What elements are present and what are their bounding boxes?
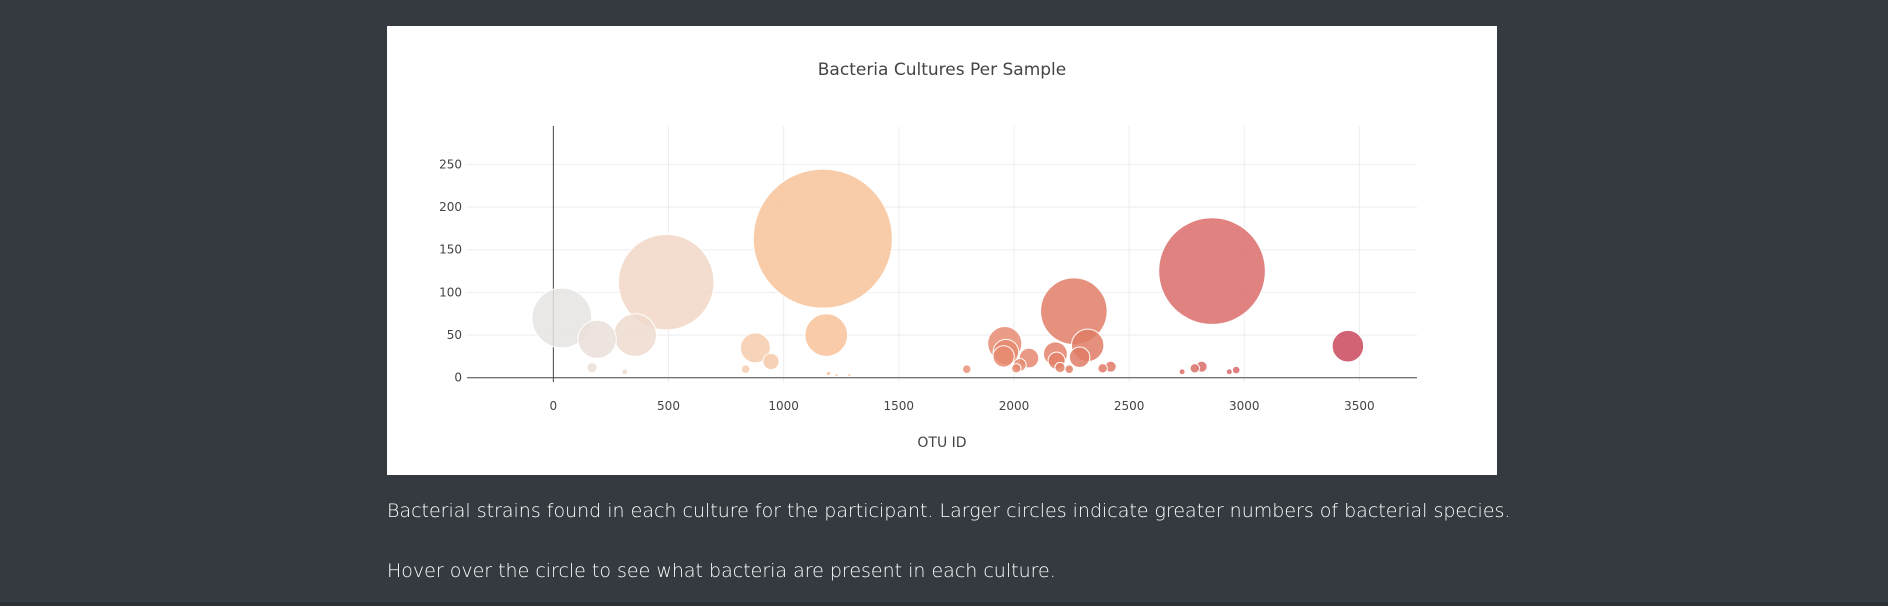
x-tick-label: 2500 bbox=[1114, 399, 1145, 413]
bubble-point[interactable] bbox=[1064, 364, 1075, 374]
bubble-point[interactable] bbox=[752, 168, 893, 309]
bubble-point[interactable] bbox=[834, 373, 839, 378]
chart-description: Bacterial strains found in each culture … bbox=[387, 500, 1511, 522]
bubble-point[interactable] bbox=[613, 313, 657, 357]
bottom-edge bbox=[0, 602, 1888, 606]
x-tick-label: 3500 bbox=[1344, 399, 1375, 413]
bubble-point[interactable] bbox=[762, 352, 780, 371]
bubble-point[interactable] bbox=[1068, 346, 1091, 368]
hover-instructions: Hover over the circle to see what bacter… bbox=[387, 560, 1056, 582]
x-tick-label: 3000 bbox=[1229, 399, 1260, 413]
y-tick-label: 200 bbox=[439, 200, 462, 214]
bubble-point[interactable] bbox=[847, 373, 852, 378]
x-tick-label: 0 bbox=[550, 399, 558, 413]
bubble-point[interactable] bbox=[617, 233, 715, 331]
y-tick-label: 50 bbox=[447, 328, 462, 342]
y-tick-label: 100 bbox=[439, 285, 462, 299]
bubble-series[interactable] bbox=[531, 168, 1365, 378]
bubble-point[interactable] bbox=[1011, 363, 1022, 374]
bubble-point[interactable] bbox=[1331, 329, 1365, 363]
bubble-point[interactable] bbox=[1158, 217, 1266, 325]
x-tick-label: 500 bbox=[657, 399, 680, 413]
bubble-point[interactable] bbox=[825, 370, 832, 377]
bubble-point[interactable] bbox=[1178, 368, 1186, 376]
x-tick-label: 1500 bbox=[884, 399, 915, 413]
chart-container: 0 500 1000 1500 2000 2500 3000 3500 0 50 100 150 200… bbox=[387, 26, 1497, 475]
bubble-point[interactable] bbox=[621, 368, 629, 376]
bubble-point[interactable] bbox=[1189, 363, 1200, 374]
y-tick-label: 150 bbox=[439, 243, 462, 257]
bubble-point[interactable] bbox=[586, 361, 598, 374]
bubble-point[interactable] bbox=[804, 313, 849, 357]
tick-labels: 0 500 1000 1500 2000 2500 3000 3500 0 50 100 150 200… bbox=[439, 157, 1375, 413]
bubble-point[interactable] bbox=[1054, 361, 1066, 374]
bubble-point[interactable] bbox=[992, 345, 1015, 368]
bubble-point[interactable] bbox=[531, 287, 593, 349]
bubble-point[interactable] bbox=[739, 332, 771, 364]
chart-title: Bacteria Cultures Per Sample bbox=[818, 60, 1066, 80]
bubble-point[interactable] bbox=[1225, 368, 1233, 376]
bubble-point[interactable] bbox=[740, 364, 751, 374]
bubble-chart[interactable]: 0 500 1000 1500 2000 2500 3000 3500 0 50 100 150 200… bbox=[387, 26, 1497, 475]
x-tick-label: 2000 bbox=[999, 399, 1030, 413]
bubble-point[interactable] bbox=[1097, 363, 1108, 374]
x-axis-title: OTU ID bbox=[917, 435, 966, 451]
x-tick-label: 1000 bbox=[768, 399, 799, 413]
bubble-point[interactable] bbox=[577, 319, 617, 360]
bubble-point[interactable] bbox=[1231, 365, 1241, 375]
y-tick-label: 0 bbox=[454, 371, 462, 385]
bubble-point[interactable] bbox=[961, 364, 972, 374]
y-tick-label: 250 bbox=[439, 157, 462, 171]
